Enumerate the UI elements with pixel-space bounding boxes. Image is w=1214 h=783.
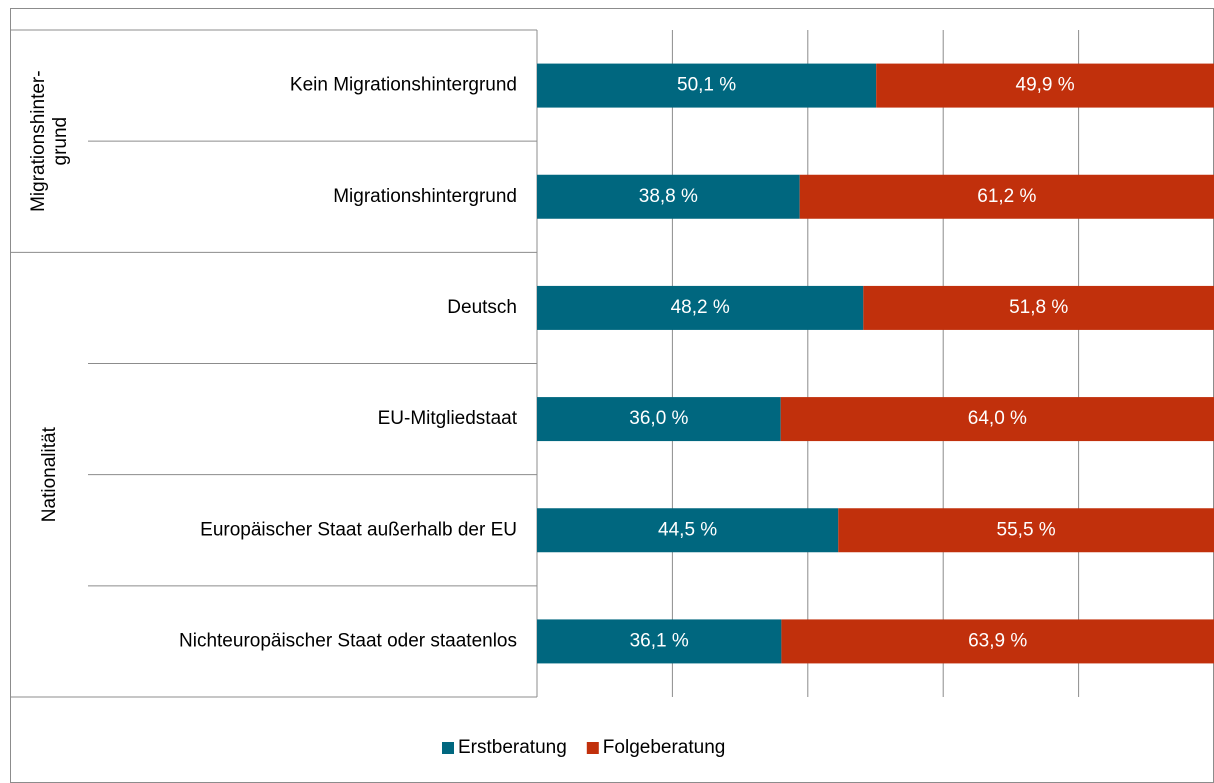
bar-segment	[537, 508, 839, 553]
group-label: grund	[50, 117, 71, 166]
data-label: 50,1 %	[677, 75, 736, 96]
legend-swatch	[586, 742, 599, 754]
bar-segment	[537, 63, 877, 108]
data-label: 61,2 %	[977, 186, 1036, 207]
bar-segment	[799, 174, 1214, 219]
bar-segment	[781, 619, 1214, 664]
bar-segment	[863, 285, 1214, 330]
y-tick-label: EU-Mitgliedstaat	[378, 408, 518, 429]
bar-segment	[537, 174, 800, 219]
y-tick-label: Migrationshintergrund	[333, 186, 517, 207]
legend-label: Folgeberatung	[603, 737, 726, 758]
data-label: 36,0 %	[629, 408, 688, 429]
bar-segment	[780, 397, 1214, 442]
bar-segment	[876, 63, 1214, 108]
data-label: 64,0 %	[968, 408, 1027, 429]
data-label: 49,9 %	[1016, 75, 1075, 96]
data-label: 44,5 %	[658, 519, 717, 540]
legend-swatch	[442, 742, 454, 754]
data-label: 48,2 %	[671, 297, 730, 318]
y-tick-label: Kein Migrationshintergrund	[290, 75, 517, 96]
data-label: 36,1 %	[630, 630, 689, 651]
data-label: 38,8 %	[639, 186, 698, 207]
bar-segment	[537, 397, 781, 442]
y-tick-label: Deutsch	[447, 297, 517, 318]
chart-frame	[10, 8, 1214, 783]
bar-segment	[537, 619, 782, 664]
group-label: Nationalität	[39, 426, 60, 522]
data-label: 51,8 %	[1009, 297, 1068, 318]
bar-segment	[537, 285, 864, 330]
data-label: 63,9 %	[968, 630, 1027, 651]
bar-segment	[838, 508, 1214, 553]
data-label: 55,5 %	[997, 519, 1056, 540]
y-tick-label: Nichteuropäischer Staat oder staatenlos	[179, 630, 517, 651]
legend-label: Erstberatung	[458, 737, 567, 758]
y-tick-label: Europäischer Staat außerhalb der EU	[200, 519, 517, 540]
group-label: Migrationshinter-	[28, 70, 49, 212]
